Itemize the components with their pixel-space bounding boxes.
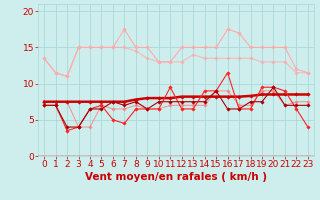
X-axis label: Vent moyen/en rafales ( km/h ): Vent moyen/en rafales ( km/h ) xyxy=(85,172,267,182)
